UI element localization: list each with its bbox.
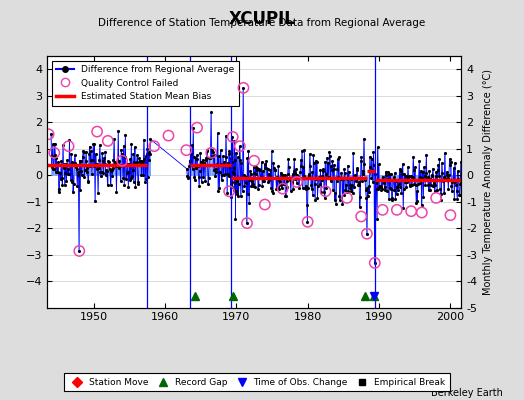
Point: [75, 248, 83, 254]
Point: [407, 208, 416, 214]
Point: [225, 188, 233, 194]
Point: [236, 143, 244, 149]
Point: [239, 85, 248, 91]
Point: [182, 147, 191, 153]
Point: [45, 131, 53, 138]
Text: Difference of Station Temperature Data from Regional Average: Difference of Station Temperature Data f…: [99, 18, 425, 28]
Point: [118, 158, 126, 164]
Point: [392, 207, 401, 213]
Point: [193, 124, 201, 131]
Point: [50, 150, 59, 156]
Point: [343, 195, 351, 201]
Point: [293, 179, 301, 185]
Legend: Station Move, Record Gap, Time of Obs. Change, Empirical Break: Station Move, Record Gap, Time of Obs. C…: [64, 374, 450, 392]
Point: [243, 220, 251, 226]
Point: [165, 132, 173, 139]
Point: [432, 195, 440, 201]
Point: [228, 134, 237, 140]
Point: [418, 209, 426, 216]
Point: [150, 143, 158, 149]
Point: [250, 158, 258, 164]
Legend: Difference from Regional Average, Quality Control Failed, Estimated Station Mean: Difference from Regional Average, Qualit…: [52, 60, 239, 106]
Point: [363, 230, 371, 237]
Text: Berkeley Earth: Berkeley Earth: [431, 388, 503, 398]
Point: [321, 188, 330, 194]
Y-axis label: Monthly Temperature Anomaly Difference (°C): Monthly Temperature Anomaly Difference (…: [483, 69, 493, 295]
Point: [446, 212, 455, 218]
Point: [260, 201, 269, 208]
Point: [93, 128, 101, 135]
Point: [378, 207, 387, 213]
Text: XCUPIL: XCUPIL: [228, 10, 296, 28]
Point: [357, 213, 365, 220]
Point: [207, 150, 215, 156]
Point: [370, 260, 379, 266]
Point: [104, 138, 112, 144]
Point: [303, 218, 312, 225]
Point: [278, 186, 287, 192]
Point: [64, 143, 73, 149]
